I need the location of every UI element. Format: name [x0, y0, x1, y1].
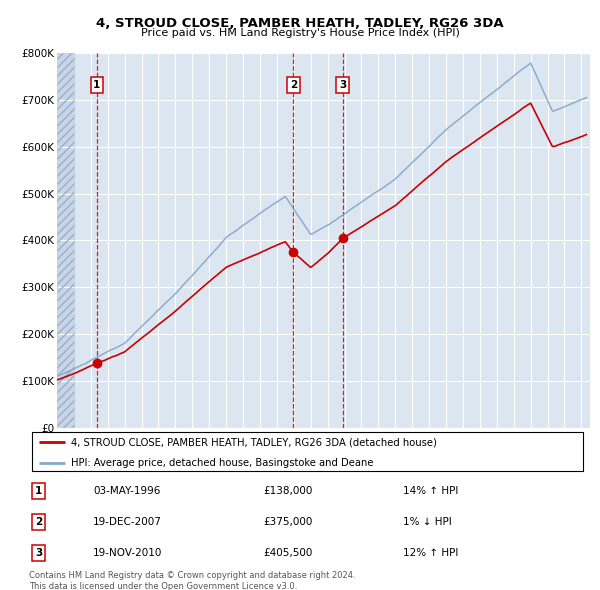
Text: HPI: Average price, detached house, Basingstoke and Deane: HPI: Average price, detached house, Basi…: [71, 458, 373, 467]
FancyBboxPatch shape: [32, 432, 583, 471]
Text: Price paid vs. HM Land Registry's House Price Index (HPI): Price paid vs. HM Land Registry's House …: [140, 28, 460, 38]
Text: 1: 1: [35, 486, 43, 496]
Text: £375,000: £375,000: [263, 517, 313, 527]
Text: 12% ↑ HPI: 12% ↑ HPI: [403, 548, 458, 558]
Text: 2: 2: [290, 80, 297, 90]
Text: 1% ↓ HPI: 1% ↓ HPI: [403, 517, 451, 527]
Text: 14% ↑ HPI: 14% ↑ HPI: [403, 486, 458, 496]
Bar: [57, 53, 74, 428]
Text: 2: 2: [35, 517, 43, 527]
Text: 4, STROUD CLOSE, PAMBER HEATH, TADLEY, RG26 3DA: 4, STROUD CLOSE, PAMBER HEATH, TADLEY, R…: [96, 17, 504, 30]
Text: 4, STROUD CLOSE, PAMBER HEATH, TADLEY, RG26 3DA (detached house): 4, STROUD CLOSE, PAMBER HEATH, TADLEY, R…: [71, 437, 437, 447]
Text: £405,500: £405,500: [263, 548, 313, 558]
Text: 19-NOV-2010: 19-NOV-2010: [93, 548, 163, 558]
Text: 3: 3: [35, 548, 43, 558]
Bar: [57, 53, 74, 428]
Text: £138,000: £138,000: [263, 486, 313, 496]
Text: 19-DEC-2007: 19-DEC-2007: [93, 517, 162, 527]
Text: 1: 1: [93, 80, 100, 90]
Text: Contains HM Land Registry data © Crown copyright and database right 2024.
This d: Contains HM Land Registry data © Crown c…: [29, 571, 355, 590]
Text: 03-MAY-1996: 03-MAY-1996: [93, 486, 160, 496]
Text: 3: 3: [339, 80, 346, 90]
